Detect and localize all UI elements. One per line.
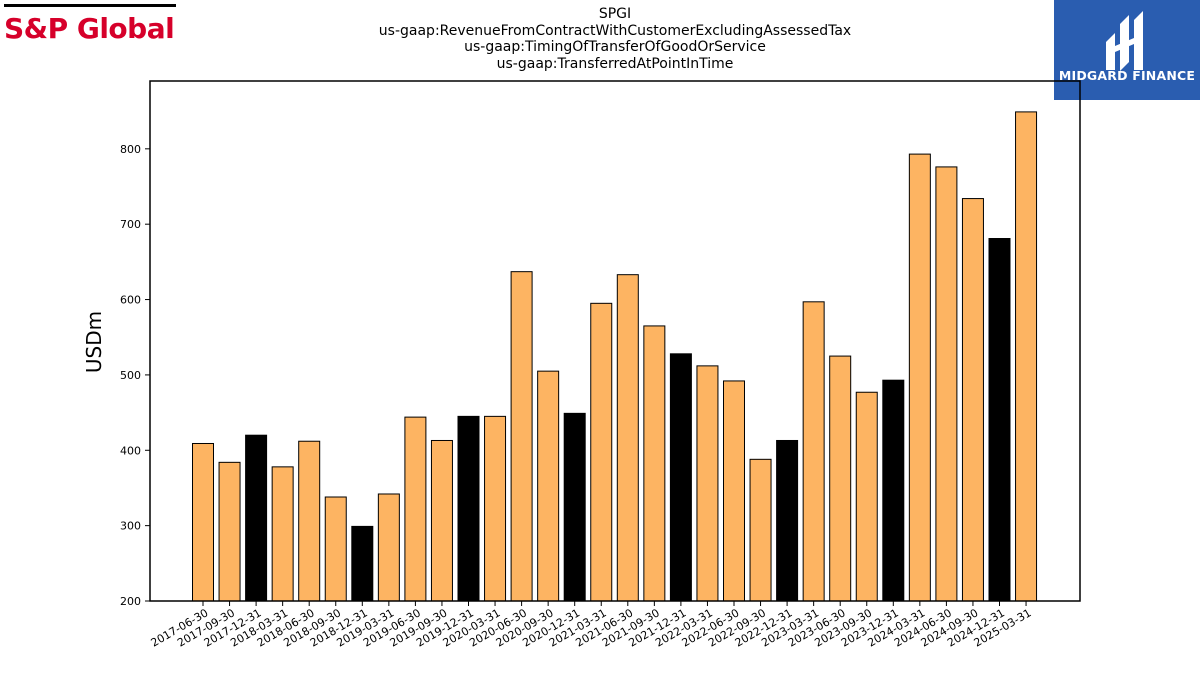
bar-2020-03-31 <box>484 415 507 602</box>
x-axis-ticks: 2017-06-302017-09-302017-12-312018-03-31… <box>149 601 1034 650</box>
y-axis-ticks: 200 300 400 500 600 700 800 <box>120 143 150 608</box>
bar-2023-06-30 <box>829 355 852 602</box>
bar-2017-06-30 <box>192 442 214 602</box>
bar-2022-12-31 <box>776 439 799 602</box>
y-tick-label: 600 <box>120 294 141 307</box>
bar-2021-09-30 <box>643 325 666 602</box>
bar-2018-12-31 <box>351 525 374 602</box>
bar-2021-03-31 <box>590 302 613 602</box>
bar-2025-03-31 <box>1015 111 1038 602</box>
bar-2020-09-30 <box>537 370 560 602</box>
plot-frame <box>149 80 1081 602</box>
title-line-3: us-gaap:TimingOfTransferOfGoodOrService <box>464 39 766 55</box>
midgard-finance-logo: MIDGARD FINANCE <box>1054 0 1200 100</box>
bar-2018-03-31 <box>271 466 294 602</box>
bar-2024-03-31 <box>908 153 931 602</box>
bar-2024-12-31 <box>988 238 1011 602</box>
bar-2023-12-31 <box>882 379 905 602</box>
y-tick-label: 800 <box>120 143 141 156</box>
bar-2018-09-30 <box>324 496 347 602</box>
y-axis-label: USDm <box>82 311 106 373</box>
bar-2023-09-30 <box>855 391 878 602</box>
y-tick-label: 700 <box>120 218 141 231</box>
bar-2021-12-31 <box>669 353 692 602</box>
bar-2018-06-30 <box>298 440 321 602</box>
sp-global-logo: S&P Global <box>4 4 180 45</box>
brand-name: S&P Global <box>4 12 175 45</box>
title-line-1: SPGI <box>598 6 632 22</box>
chart-title: SPGI us-gaap:RevenueFromContractWithCust… <box>265 6 965 72</box>
bar-2022-06-30 <box>723 380 745 602</box>
bar-2017-09-30 <box>218 461 241 602</box>
bar-2022-09-30 <box>749 458 772 602</box>
bars-group <box>192 111 1038 602</box>
bar-2019-06-30 <box>404 416 427 602</box>
bar-2017-12-31 <box>245 434 268 602</box>
y-tick-label: 500 <box>120 369 141 382</box>
y-tick-label: 200 <box>120 595 141 608</box>
bar-2019-03-31 <box>377 493 400 602</box>
title-line-4: us-gaap:TransferredAtPointInTime <box>496 55 734 72</box>
title-line-2: us-gaap:RevenueFromContractWithCustomerE… <box>378 22 852 39</box>
bar-2022-03-31 <box>696 365 719 602</box>
partner-name: MIDGARD FINANCE <box>1058 68 1196 83</box>
bar-2019-12-31 <box>457 415 480 602</box>
y-tick-label: 400 <box>120 444 141 457</box>
y-tick-label: 300 <box>120 520 141 533</box>
bar-2020-12-31 <box>563 412 586 602</box>
logo-rule <box>4 4 176 7</box>
bar-2019-09-30 <box>430 439 453 602</box>
bar-2024-06-30 <box>935 166 958 602</box>
bar-2020-06-30 <box>510 271 533 602</box>
bar-2021-06-30 <box>616 274 639 602</box>
bar-2023-03-31 <box>802 301 825 602</box>
bar-2024-09-30 <box>961 198 984 602</box>
midgard-mark-icon <box>1054 0 1200 100</box>
